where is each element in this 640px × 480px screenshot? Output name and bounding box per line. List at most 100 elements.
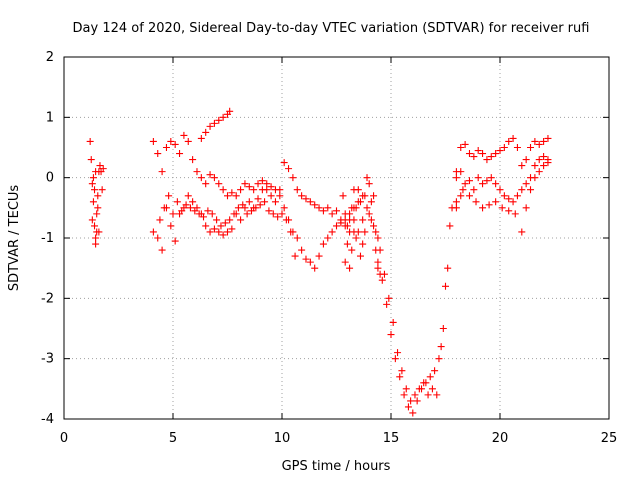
data-point-marker (86, 137, 94, 145)
data-point-marker (540, 162, 548, 170)
data-point-marker (271, 198, 279, 206)
series-upper-track (149, 131, 358, 236)
data-point-marker (149, 137, 157, 145)
series-late-lower (452, 159, 552, 236)
data-point-marker (343, 222, 351, 230)
data-point-marker (346, 216, 354, 224)
data-point-marker (356, 198, 364, 206)
data-point-marker (535, 156, 543, 164)
y-tick-label: -1 (41, 231, 54, 246)
data-point-marker (91, 186, 99, 194)
data-point-marker (287, 228, 295, 236)
series-early-block (86, 137, 107, 248)
data-point-marker (149, 228, 157, 236)
data-point-marker (237, 216, 245, 224)
data-point-marker (289, 174, 297, 182)
data-point-marker (206, 171, 214, 179)
data-point-marker (241, 180, 249, 188)
data-point-marker (435, 355, 443, 363)
data-point-marker (167, 137, 175, 145)
data-point-marker (461, 140, 469, 148)
data-point-marker (428, 385, 436, 393)
data-point-marker (374, 258, 382, 266)
y-tick-label: -2 (41, 291, 54, 306)
data-point-marker (339, 192, 347, 200)
series-late-middle (452, 153, 552, 212)
data-point-marker (91, 222, 99, 230)
data-point-marker (535, 140, 543, 148)
data-point-marker (92, 234, 100, 242)
data-point-marker (359, 216, 367, 224)
data-point-marker (171, 140, 179, 148)
data-point-marker (470, 186, 478, 194)
data-point-marker (92, 240, 100, 248)
data-point-marker (302, 255, 310, 263)
data-point-marker (180, 131, 188, 139)
data-point-marker (531, 137, 539, 145)
data-point-marker (459, 186, 467, 194)
data-point-marker (252, 204, 260, 212)
data-point-marker (88, 180, 96, 188)
data-point-marker (156, 216, 164, 224)
data-point-marker (328, 210, 336, 218)
data-point-marker (258, 186, 266, 194)
data-point-marker (457, 192, 465, 200)
data-point-marker (202, 128, 210, 136)
data-point-marker (394, 349, 402, 357)
data-point-marker (483, 177, 491, 185)
data-point-marker (215, 180, 223, 188)
data-point-marker (276, 192, 284, 200)
data-point-marker (465, 150, 473, 158)
data-point-marker (511, 210, 519, 218)
data-point-marker (461, 180, 469, 188)
x-tick-label: 5 (169, 431, 177, 446)
data-point-marker (215, 228, 223, 236)
data-point-marker (522, 204, 530, 212)
data-point-marker (94, 204, 102, 212)
data-point-marker (492, 198, 500, 206)
data-point-marker (167, 222, 175, 230)
data-point-marker (206, 228, 214, 236)
data-point-marker (531, 162, 539, 170)
data-point-marker (367, 216, 375, 224)
data-point-marker (197, 174, 205, 182)
data-point-marker (452, 168, 460, 176)
data-point-marker (208, 210, 216, 218)
data-point-marker (452, 198, 460, 206)
data-point-marker (522, 180, 530, 188)
data-point-marker (298, 192, 306, 200)
data-point-marker (293, 186, 301, 194)
data-point-marker (374, 264, 382, 272)
data-point-marker (348, 204, 356, 212)
data-point-marker (234, 204, 242, 212)
data-point-marker (269, 210, 277, 218)
data-point-marker (315, 252, 323, 260)
data-point-marker (99, 165, 107, 173)
data-point-marker (232, 192, 240, 200)
data-point-marker (328, 228, 336, 236)
data-point-marker (228, 225, 236, 233)
data-point-marker (500, 192, 508, 200)
data-point-marker (254, 180, 262, 188)
data-point-marker (509, 198, 517, 206)
data-point-marker (219, 231, 227, 239)
data-point-marker (404, 403, 412, 411)
data-point-marker (465, 192, 473, 200)
data-point-marker (178, 207, 186, 215)
data-point-marker (359, 240, 367, 248)
data-point-marker (426, 373, 434, 381)
data-point-marker (513, 144, 521, 151)
data-point-marker (341, 210, 349, 218)
data-point-marker (374, 234, 382, 242)
data-point-marker (396, 373, 404, 381)
data-point-marker (518, 228, 526, 236)
y-tick-label: -4 (41, 412, 54, 427)
data-point-marker (224, 228, 231, 236)
data-point-marker (261, 198, 269, 206)
data-point-marker (540, 153, 548, 161)
data-point-marker (193, 168, 201, 176)
data-point-marker (210, 225, 218, 233)
y-tick-label: 2 (46, 50, 54, 65)
data-point-marker (442, 282, 449, 290)
